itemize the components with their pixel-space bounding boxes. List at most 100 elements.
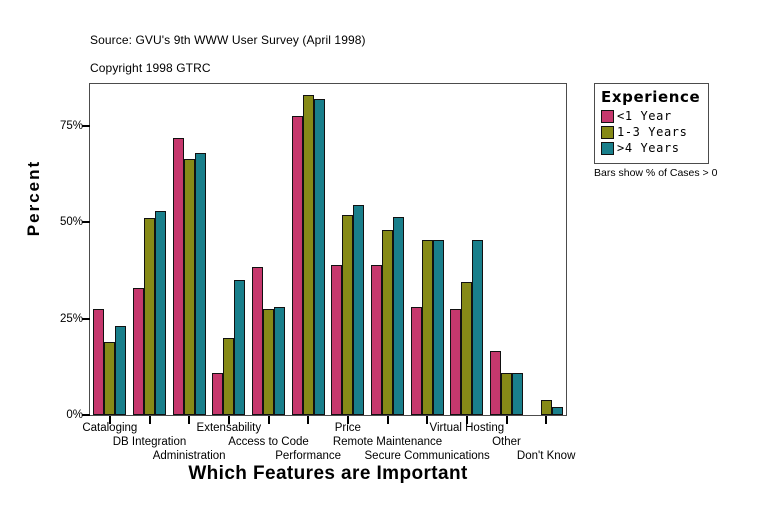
bar bbox=[461, 282, 473, 415]
legend-item-label: <1 Year bbox=[617, 109, 672, 123]
y-axis-tick-labels: 0% 25% 50% 75% bbox=[43, 0, 83, 518]
plot-frame bbox=[89, 83, 567, 416]
copyright-caption: Copyright 1998 GTRC bbox=[90, 61, 211, 75]
bar bbox=[172, 137, 184, 415]
bar-cluster bbox=[172, 84, 206, 415]
bar bbox=[155, 210, 166, 415]
bar bbox=[263, 309, 274, 415]
bar-cluster bbox=[133, 84, 166, 415]
legend-title: Experience bbox=[601, 88, 701, 106]
bar bbox=[212, 372, 224, 415]
x-tick-label: Virtual Hosting bbox=[429, 422, 505, 434]
bar bbox=[302, 95, 314, 415]
x-tick-mark bbox=[346, 416, 349, 424]
bar bbox=[342, 214, 354, 415]
legend-item-label: >4 Years bbox=[617, 141, 680, 155]
x-tick-mark bbox=[426, 416, 429, 424]
x-tick-label: Cataloging bbox=[82, 422, 138, 434]
bar bbox=[432, 239, 444, 415]
legend-entries: <1 Year 1-3 Years >4 Years bbox=[601, 109, 702, 155]
x-axis-title: Which Features are Important bbox=[188, 463, 468, 484]
x-tick-mark bbox=[307, 416, 310, 424]
bar-cluster bbox=[93, 84, 127, 415]
bar-cluster bbox=[212, 84, 246, 415]
bar-cluster bbox=[331, 84, 365, 415]
legend-item: >4 Years bbox=[601, 141, 702, 155]
x-tick-mark bbox=[148, 416, 151, 424]
bar-cluster bbox=[410, 84, 444, 415]
x-tick-mark bbox=[227, 416, 230, 424]
y-tick-mark bbox=[82, 125, 90, 127]
bar bbox=[472, 239, 484, 415]
bar bbox=[93, 309, 105, 415]
bar-cluster bbox=[371, 84, 404, 415]
y-tick-mark bbox=[82, 414, 90, 416]
legend-swatch-icon bbox=[601, 125, 614, 139]
legend-swatch-icon bbox=[601, 109, 614, 123]
bar bbox=[393, 216, 404, 415]
legend-item-label: 1-3 Years bbox=[617, 125, 688, 139]
y-tick-mark bbox=[82, 317, 90, 320]
y-tick-label: 0% bbox=[66, 409, 83, 421]
x-tick-mark bbox=[465, 416, 468, 424]
bar bbox=[382, 230, 393, 415]
bar bbox=[501, 372, 512, 415]
x-tick-mark bbox=[188, 416, 191, 424]
bar bbox=[421, 239, 433, 415]
y-tick-label: 25% bbox=[59, 312, 83, 325]
x-tick-label: DB Integration bbox=[112, 436, 187, 448]
bar bbox=[353, 205, 365, 415]
bar bbox=[183, 158, 195, 415]
bars-layer bbox=[90, 84, 566, 415]
bar bbox=[490, 351, 501, 415]
bar-cluster bbox=[490, 84, 523, 415]
source-caption: Source: GVU's 9th WWW User Survey (April… bbox=[90, 33, 366, 47]
bar-cluster bbox=[450, 84, 484, 415]
x-tick-mark bbox=[386, 416, 389, 424]
legend: Experience <1 Year 1-3 Years >4 Years bbox=[594, 83, 709, 164]
bar bbox=[274, 307, 285, 415]
legend-item: 1-3 Years bbox=[601, 125, 702, 139]
x-tick-mark bbox=[505, 416, 508, 424]
x-tick-mark bbox=[108, 416, 111, 424]
bar bbox=[144, 218, 155, 415]
bar bbox=[450, 309, 462, 415]
bar bbox=[313, 99, 325, 415]
bar-cluster bbox=[291, 84, 325, 415]
x-tick-label: Other bbox=[492, 436, 521, 448]
x-tick-label: Performance bbox=[275, 450, 342, 462]
x-tick-mark bbox=[267, 416, 270, 424]
bar bbox=[223, 337, 235, 415]
x-tick-label: Price bbox=[334, 422, 361, 434]
y-tick-label: 75% bbox=[59, 120, 83, 132]
bar bbox=[512, 372, 523, 415]
bar bbox=[331, 264, 343, 415]
bar-cluster bbox=[530, 84, 563, 415]
bar bbox=[291, 116, 303, 415]
x-tick-mark bbox=[545, 416, 548, 424]
bar-cluster bbox=[252, 84, 285, 415]
x-tick-label: Remote Maintenance bbox=[332, 436, 443, 448]
bar bbox=[540, 399, 552, 415]
x-tick-label: Access to Code bbox=[228, 436, 309, 448]
legend-note: Bars show % of Cases > 0 bbox=[594, 167, 718, 179]
bar bbox=[252, 266, 263, 415]
y-axis-title: Percent bbox=[24, 159, 43, 237]
legend-swatch-icon bbox=[601, 141, 614, 155]
y-tick-mark bbox=[82, 221, 90, 224]
x-tick-label: Extensability bbox=[196, 422, 262, 434]
x-tick-label: Administration bbox=[152, 450, 226, 462]
legend-item: <1 Year bbox=[601, 109, 702, 123]
x-tick-label: Don't Know bbox=[516, 450, 576, 462]
bar bbox=[194, 152, 206, 415]
bar bbox=[133, 287, 144, 415]
y-tick-label: 50% bbox=[59, 216, 83, 229]
x-tick-label: Secure Communications bbox=[364, 450, 490, 462]
bar bbox=[410, 307, 422, 415]
bar bbox=[115, 326, 127, 415]
bar bbox=[234, 280, 246, 415]
bar bbox=[104, 341, 116, 415]
bar bbox=[551, 407, 563, 415]
bar bbox=[371, 264, 382, 415]
